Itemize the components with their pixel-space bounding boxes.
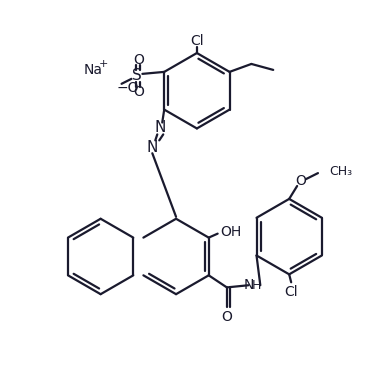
Text: Na: Na — [83, 63, 102, 77]
Text: OH: OH — [220, 225, 241, 238]
Text: O: O — [133, 53, 144, 67]
Text: Cl: Cl — [284, 285, 298, 299]
Text: +: + — [99, 59, 108, 69]
Text: O: O — [221, 310, 232, 324]
Text: S: S — [131, 68, 141, 83]
Text: N: N — [147, 140, 158, 155]
Text: −O: −O — [116, 81, 139, 95]
Text: CH₃: CH₃ — [329, 165, 352, 178]
Text: O: O — [133, 85, 144, 99]
Text: N: N — [154, 120, 166, 135]
Text: N: N — [243, 278, 254, 292]
Text: H: H — [251, 279, 261, 292]
Text: O: O — [296, 174, 307, 188]
Text: Cl: Cl — [190, 34, 204, 48]
